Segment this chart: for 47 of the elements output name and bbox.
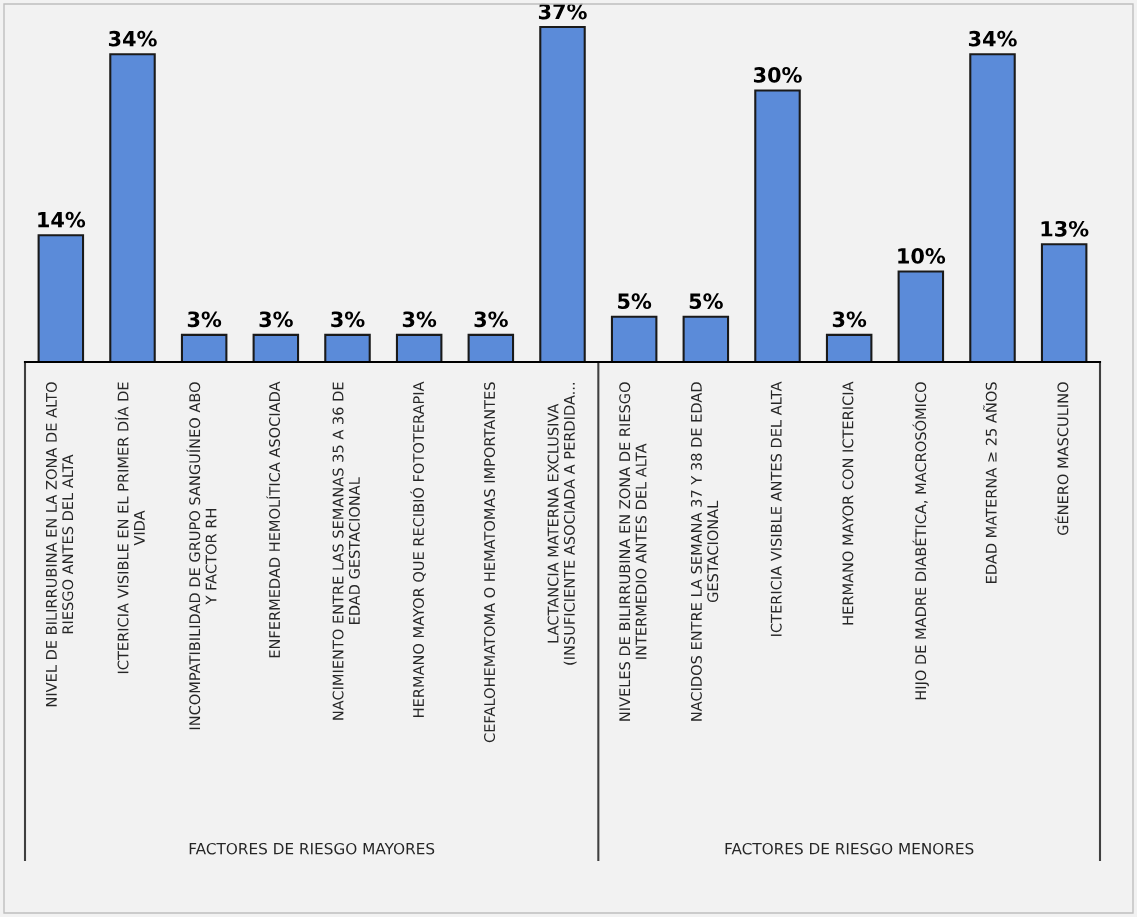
x-tick-label: HERMANO MAYOR QUE RECIBIÓ FOTOTERAPIA	[410, 381, 426, 717]
x-tick-label: HIJO DE MADRE DIABÉTICA, MACROSÓMICO	[912, 382, 929, 700]
data-label: 3%	[402, 311, 437, 328]
text: FACTORES DE RIESGO MENORES	[725, 842, 974, 855]
bar	[539, 26, 586, 362]
data-label: 34%	[108, 30, 157, 47]
bar	[825, 333, 873, 362]
bar	[682, 315, 730, 362]
x-tick-label: ICTERICIA VISIBLE EN EL PRIMER DÍA DE VIDA	[114, 382, 145, 674]
x-tick-label: ICTERICIA VISIBLE ANTES DEL ALTA	[770, 381, 782, 636]
bar	[610, 315, 658, 362]
data-label: 3%	[331, 311, 365, 328]
bar	[109, 53, 156, 362]
data-label: 5%	[618, 293, 652, 310]
data-label: 30%	[753, 67, 802, 83]
x-tick-label: NACIMIENTO ENTRE LAS SEMANAS 35 A 36 DE EDAD GESTACIONAL	[332, 382, 360, 720]
bar	[324, 333, 371, 362]
data-label: 34%	[968, 30, 1017, 47]
data-label: 10%	[898, 248, 946, 264]
x-tick-label: GÉNERO MASCULINO	[1054, 382, 1069, 535]
bar	[252, 333, 300, 362]
bar	[754, 89, 801, 362]
data-label: 13%	[1041, 220, 1089, 237]
data-label: 3%	[832, 311, 867, 328]
x-tick-label: HERMANO MAYOR CON ICTERICIA	[842, 381, 854, 625]
bar	[897, 270, 945, 362]
data-label: 3%	[474, 311, 508, 328]
x-tick-label: NACIDOS ENTRE LA SEMANA 37 Y 38 DE EDAD GESTACIONAL	[690, 382, 719, 721]
bar	[1040, 243, 1088, 362]
bar	[180, 333, 228, 362]
x-tick-label: LACTANCIA MATERNA EXCLUSIVA (INSUFICIENTE ASOCIADA A PERDIDA...	[547, 383, 577, 665]
data-label: 14%	[38, 211, 86, 228]
bar	[395, 333, 443, 362]
x-tick-label: INCOMPATIBILIDAD DE GRUPO SANGUÍNEO ABO Y FACTOR RH	[186, 382, 217, 730]
x-tick-label: NIVELES DE BILIRRUBINA EN ZONA DE RIESGO INTERMEDIO ANTES DEL ALTA	[619, 382, 647, 721]
bar	[37, 234, 85, 362]
data-label: 5%	[689, 293, 723, 310]
data-label: 3%	[187, 311, 222, 328]
data-label: 37%	[538, 3, 587, 20]
x-tick-label: CEFALOHEMATOMA O HEMATOMAS IMPORTANTES	[484, 382, 496, 743]
data-label: 3%	[259, 311, 293, 328]
x-tick-label: NIVEL DE BILIRRUBINA EN LA ZONA DE ALTO RIESGO ANTES DEL ALTA	[45, 382, 74, 707]
x-tick-label: EDAD MATERNA ≥ 25 AÑOS	[983, 382, 997, 583]
text: FACTORES DE RIESGO MAYORES	[189, 842, 435, 855]
bar	[467, 333, 515, 362]
bar	[969, 53, 1016, 362]
x-tick-label: ENFERMEDAD HEMOLÍTICA ASOCIADA	[266, 381, 281, 658]
